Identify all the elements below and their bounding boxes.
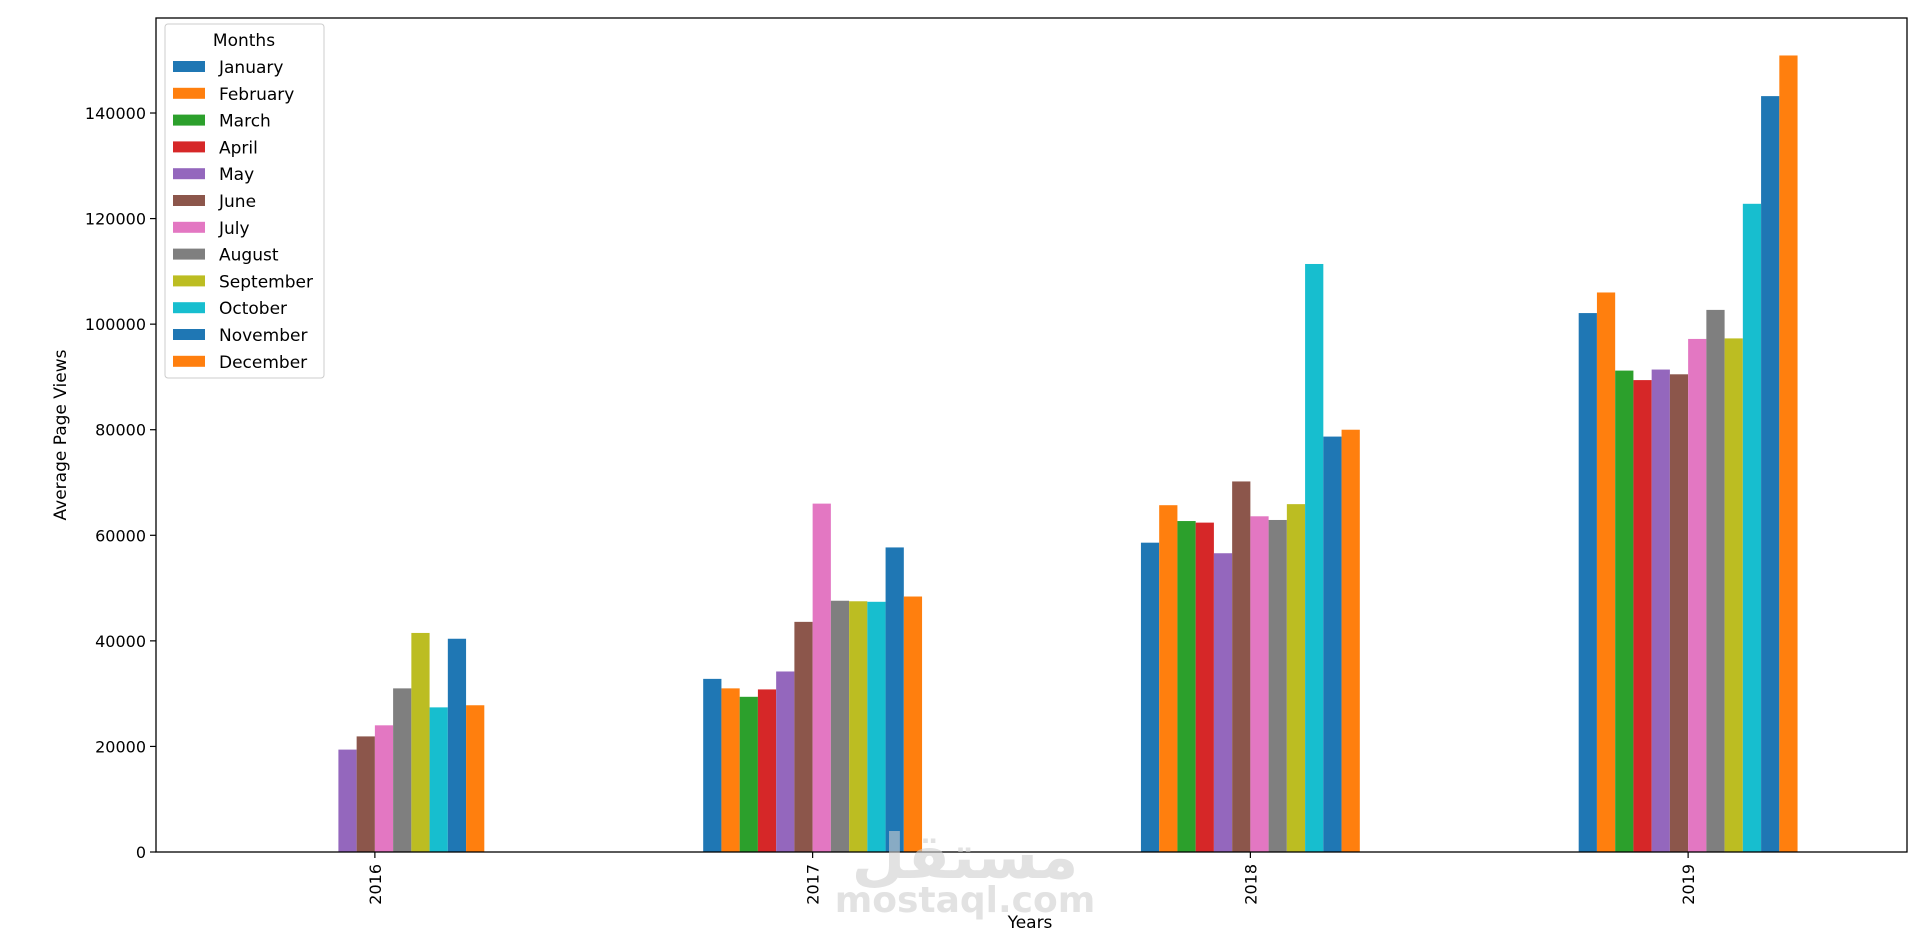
bar-december-2019: [1779, 55, 1798, 853]
plot-frame: [155, 17, 1908, 853]
legend-swatch-december: [173, 355, 205, 367]
legend-label-february: February: [219, 85, 294, 105]
bar-may-2017: [776, 671, 795, 852]
bar-august-2017: [830, 600, 850, 852]
bar-march-2017: [739, 696, 758, 852]
legend-label-april: April: [219, 138, 258, 158]
bar-november-2019: [1761, 96, 1780, 853]
legend-label-december: December: [219, 353, 307, 373]
legend-label-september: September: [219, 272, 313, 292]
legend-swatch-march: [173, 114, 205, 126]
bar-august-2016: [393, 688, 412, 852]
legend-label-july: July: [218, 219, 250, 239]
bar-july-2017: [812, 503, 831, 852]
bar-october-2017: [867, 601, 886, 852]
bar-august-2018: [1268, 519, 1287, 852]
watermark-arabic: مستقل: [852, 820, 1079, 893]
y-tick-label: 100000: [85, 315, 146, 334]
x-tick-label-2016: 2016: [366, 864, 385, 905]
bar-november-2018: [1323, 436, 1342, 852]
legend-swatch-january: [173, 61, 205, 72]
bar-october-2019: [1742, 203, 1762, 853]
legend-box: [164, 23, 325, 379]
bar-december-2018: [1341, 429, 1360, 852]
watermark-latin: mostaql.com: [835, 880, 1096, 921]
bar-july-2016: [374, 725, 394, 852]
bar-april-2017: [757, 689, 777, 852]
bar-december-2016: [466, 705, 485, 852]
bar-december-2017: [903, 596, 923, 852]
y-tick-label: 20000: [95, 737, 146, 756]
legend-swatch-may: [173, 168, 205, 180]
bar-march-2019: [1615, 370, 1634, 852]
y-tick-label: 0: [136, 843, 146, 862]
legend-swatch-august: [173, 248, 205, 260]
bar-may-2016: [338, 749, 357, 852]
bar-july-2019: [1688, 338, 1707, 852]
bar-february-2019: [1596, 292, 1616, 853]
bar-june-2016: [356, 736, 375, 852]
bar-november-2017: [885, 547, 904, 852]
bar-april-2019: [1633, 380, 1652, 852]
legend-title: Months: [213, 31, 275, 51]
legend-label-january: January: [218, 58, 283, 78]
y-axis: 0 20000 40000 60000 80000 100000 120000 140000: [85, 104, 156, 862]
y-tick-label: 140000: [85, 104, 146, 123]
bars-layer: [338, 55, 1798, 853]
bar-january-2019: [1578, 313, 1597, 852]
bar-may-2019: [1651, 369, 1670, 852]
bar-september-2016: [411, 632, 430, 852]
y-axis-label: Average Page Views: [51, 349, 71, 520]
x-axis-label: Years: [1007, 913, 1053, 933]
legend-swatch-june: [173, 195, 205, 206]
x-axis: 2016 2017 2018 2019: [366, 852, 1698, 905]
bar-february-2018: [1159, 505, 1178, 852]
legend: Months JanuaryFebruaryMarchAprilMayJuneJ…: [164, 23, 325, 379]
bar-june-2018: [1232, 481, 1251, 852]
legend-label-may: May: [219, 165, 254, 185]
legend-swatch-april: [173, 141, 205, 153]
legend-label-march: March: [219, 112, 271, 132]
bar-september-2019: [1724, 338, 1743, 852]
legend-swatch-november: [173, 329, 205, 340]
bar-september-2017: [849, 601, 868, 852]
y-tick-label: 120000: [85, 210, 146, 229]
bar-june-2019: [1669, 374, 1689, 852]
legend-swatch-february: [173, 87, 205, 99]
bar-april-2018: [1195, 522, 1214, 852]
bar-march-2018: [1177, 521, 1196, 852]
legend-label-june: June: [218, 192, 256, 212]
legend-swatch-october: [173, 302, 205, 314]
bar-january-2018: [1140, 542, 1160, 852]
x-tick-label-2019: 2019: [1679, 864, 1698, 905]
x-tick-label-2017: 2017: [804, 864, 823, 905]
bar-september-2018: [1286, 504, 1306, 852]
legend-swatch-september: [173, 275, 205, 287]
bar-may-2018: [1213, 553, 1233, 852]
watermark: مستقل mostaql.com: [835, 820, 1096, 921]
legend-label-august: August: [219, 246, 279, 266]
bar-august-2019: [1706, 309, 1725, 852]
bar-october-2016: [429, 707, 448, 852]
legend-swatch-july: [173, 221, 205, 233]
bar-july-2018: [1250, 516, 1269, 852]
y-tick-label: 40000: [95, 632, 146, 651]
bar-november-2016: [447, 638, 467, 852]
y-tick-label: 80000: [95, 421, 146, 440]
bar-january-2017: [703, 678, 722, 852]
legend-label-october: October: [219, 299, 287, 319]
bar-june-2017: [794, 621, 813, 852]
x-tick-label-2018: 2018: [1241, 864, 1260, 905]
bar-february-2017: [721, 688, 740, 852]
legend-items: January February March April May June July Augu…: [173, 58, 313, 373]
y-tick-label: 60000: [95, 526, 146, 545]
legend-label-november: November: [219, 326, 307, 346]
bar-october-2018: [1305, 263, 1324, 853]
